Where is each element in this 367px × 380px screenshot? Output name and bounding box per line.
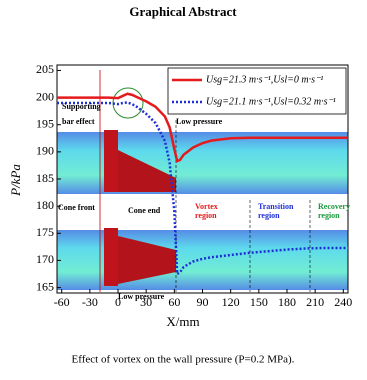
annotation: Vortex [195, 202, 218, 211]
series-line [57, 92, 348, 163]
title: Graphical Abstract [129, 4, 237, 19]
x-tick-label: 60 [168, 295, 180, 309]
x-axis-label: X/mm [166, 314, 199, 329]
x-tick-label: -60 [54, 295, 70, 309]
annotation: Low pressure [176, 117, 223, 126]
y-tick-label: 195 [36, 116, 54, 130]
annotation: region [195, 211, 217, 220]
annotation: bar effect [62, 117, 95, 126]
annotation: Recovery [318, 202, 350, 211]
annotation: Cone front [58, 203, 95, 212]
y-tick-label: 205 [36, 62, 54, 76]
y-tick-label: 185 [36, 171, 54, 185]
annotation: region [318, 211, 340, 220]
legend-box [167, 67, 347, 115]
annotation: Transition [258, 202, 294, 211]
y-tick-label: 165 [36, 279, 54, 293]
annotation: Cone end [128, 206, 161, 215]
caption: Effect of vortex on the wall pressure (P… [72, 354, 295, 366]
x-tick-label: 120 [222, 295, 240, 309]
y-tick-label: 170 [36, 252, 54, 266]
x-tick-label: 150 [250, 295, 268, 309]
x-tick-label: 210 [306, 295, 324, 309]
x-tick-label: 0 [115, 295, 121, 309]
x-tick-label: 180 [278, 295, 296, 309]
annotation: Low pressure [118, 292, 165, 301]
x-tick-label: -30 [82, 295, 98, 309]
annotation: Supporting [62, 102, 101, 111]
x-tick-label: 240 [334, 295, 352, 309]
y-tick-label: 175 [36, 225, 54, 239]
series-line [57, 101, 348, 277]
annotation: region [258, 211, 280, 220]
legend-label: Usg=21.1 m·s⁻¹,Usl=0.32 m·s⁻¹ [206, 96, 336, 107]
y-axis-label: P/kPa [8, 164, 23, 197]
y-tick-label: 200 [36, 89, 54, 103]
x-tick-label: 30 [140, 295, 152, 309]
legend-label: Usg=21.3 m·s⁻¹,Usl=0 m·s⁻¹ [206, 74, 323, 85]
y-tick-label: 180 [36, 198, 54, 212]
y-tick-label: 190 [36, 144, 54, 158]
x-tick-label: 90 [197, 295, 209, 309]
